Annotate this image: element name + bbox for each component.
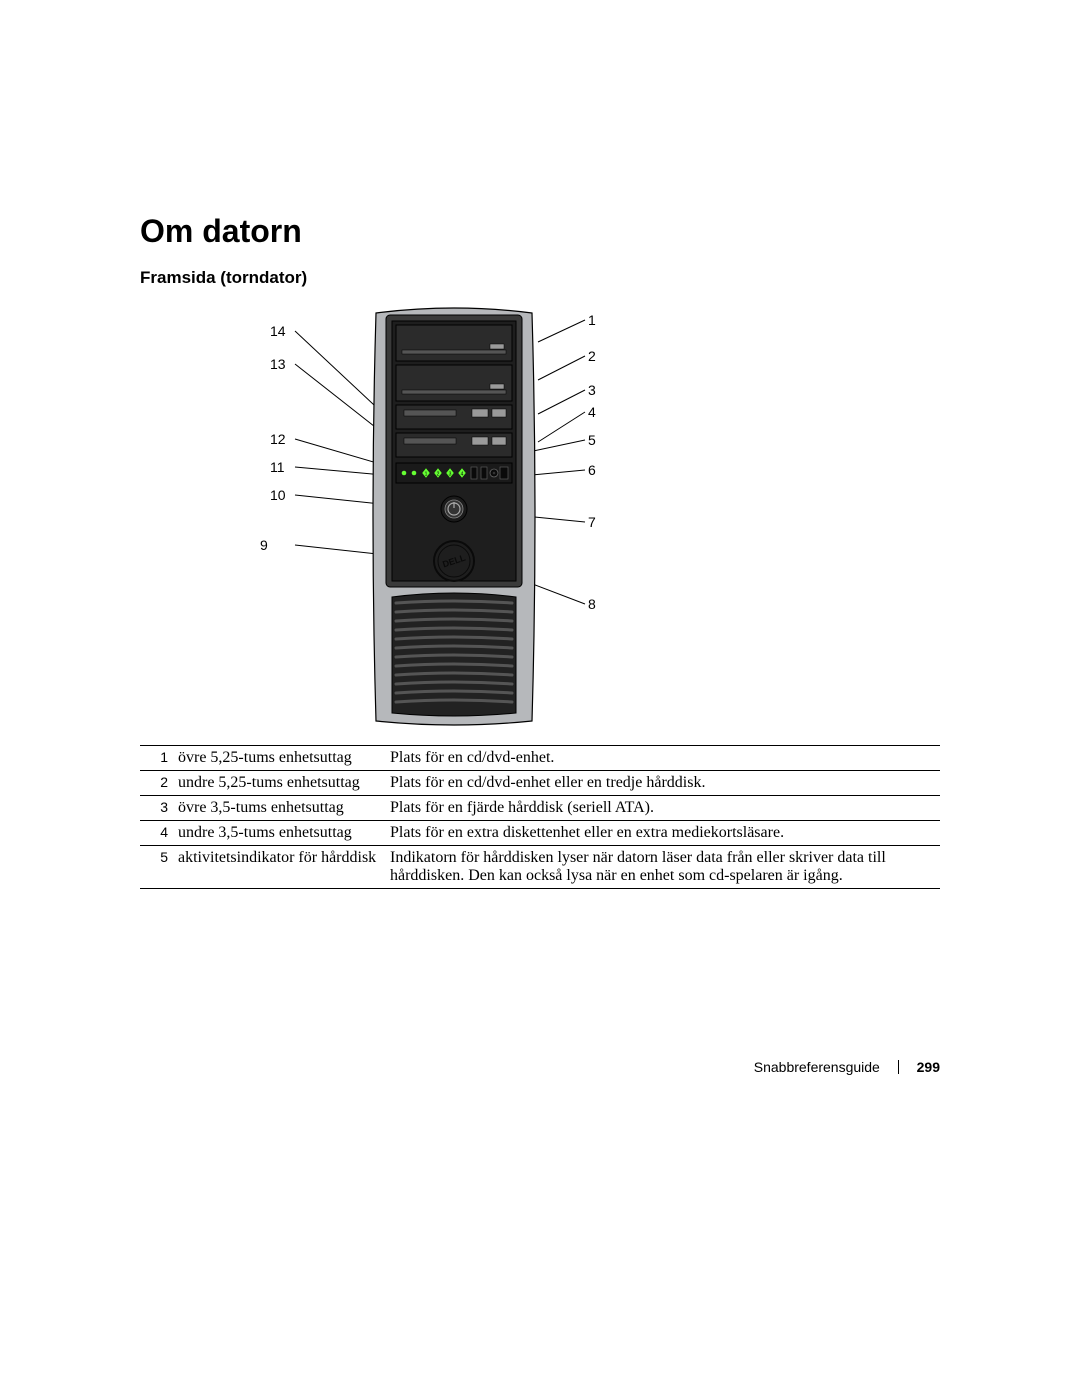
section-subheading: Framsida (torndator) [140, 268, 307, 288]
part-description: Plats för en extra diskettenhet eller en… [386, 821, 940, 846]
row-number: 5 [140, 846, 174, 889]
callout-10: 10 [270, 487, 286, 503]
callout-lines [140, 300, 940, 750]
callout-8: 8 [588, 596, 596, 612]
svg-text:4: 4 [461, 472, 464, 478]
front-view-diagram: 1234DELL 1234567814131211109 [140, 300, 940, 750]
table-row: 5aktivitetsindikator för hårddiskIndikat… [140, 846, 940, 889]
svg-text:3: 3 [449, 472, 452, 478]
page-footer: Snabbreferensguide 299 [0, 1059, 940, 1075]
footer-doc-title: Snabbreferensguide [754, 1059, 880, 1075]
row-number: 2 [140, 771, 174, 796]
part-name: undre 3,5-tums enhetsuttag [174, 821, 386, 846]
callout-14: 14 [270, 323, 286, 339]
callout-5: 5 [588, 432, 596, 448]
part-name: undre 5,25-tums enhetsuttag [174, 771, 386, 796]
page-heading: Om datorn [140, 213, 302, 250]
table-row: 2undre 5,25-tums enhetsuttagPlats för en… [140, 771, 940, 796]
part-description: Plats för en fjärde hårddisk (seriell AT… [386, 796, 940, 821]
callout-6: 6 [588, 462, 596, 478]
callout-1: 1 [588, 312, 596, 328]
callout-2: 2 [588, 348, 596, 364]
callout-12: 12 [270, 431, 286, 447]
callout-4: 4 [588, 404, 596, 420]
part-description: Indikatorn för hårddisken lyser när dato… [386, 846, 940, 889]
table-row: 4undre 3,5-tums enhetsuttagPlats för en … [140, 821, 940, 846]
callout-11: 11 [270, 459, 285, 475]
svg-text:2: 2 [437, 472, 440, 478]
callout-13: 13 [270, 356, 286, 372]
row-number: 1 [140, 746, 174, 771]
callout-3: 3 [588, 382, 596, 398]
row-number: 3 [140, 796, 174, 821]
part-description: Plats för en cd/dvd-enhet eller en tredj… [386, 771, 940, 796]
table-row: 1övre 5,25-tums enhetsuttagPlats för en … [140, 746, 940, 771]
parts-table: 1övre 5,25-tums enhetsuttagPlats för en … [140, 745, 940, 889]
row-number: 4 [140, 821, 174, 846]
footer-divider [898, 1060, 899, 1074]
table-row: 3övre 3,5-tums enhetsuttagPlats för en f… [140, 796, 940, 821]
part-name: övre 3,5-tums enhetsuttag [174, 796, 386, 821]
part-name: övre 5,25-tums enhetsuttag [174, 746, 386, 771]
computer-tower-illustration: 1234DELL [370, 303, 538, 729]
callout-7: 7 [588, 514, 596, 530]
part-name: aktivitetsindikator för hårddisk [174, 846, 386, 889]
page-number: 299 [917, 1059, 940, 1075]
callout-9: 9 [260, 537, 268, 553]
svg-text:1: 1 [425, 472, 428, 478]
part-description: Plats för en cd/dvd-enhet. [386, 746, 940, 771]
